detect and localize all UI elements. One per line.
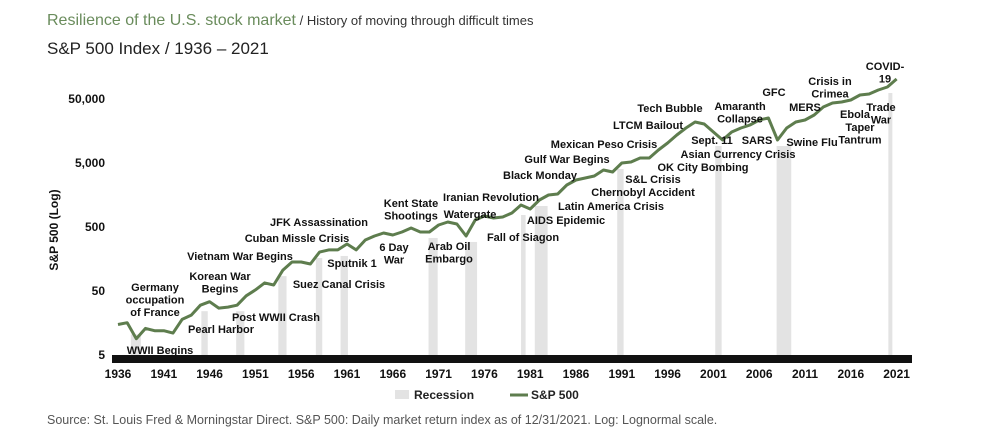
event-annotation: Pearl Harbor [188,324,255,336]
event-annotation: Mexican Peso Crisis [551,139,657,151]
recession-bar [278,276,287,355]
y-tick-label: 50 [92,284,106,298]
x-tick-label: 1976 [471,367,498,381]
event-annotation: Crimea [811,89,849,101]
x-tick-label: 1936 [105,367,132,381]
chart-title: Resilience of the U.S. stock market / Hi… [47,12,533,30]
event-annotation: JFK Assassination [270,217,368,229]
event-annotation: MERS [789,102,821,114]
event-annotation: Chernobyl Accident [591,187,695,199]
recession-bar [715,146,722,355]
x-tick-label: 2006 [746,367,773,381]
event-annotation: SARS [742,135,773,147]
event-annotation: Vietnam War Begins [187,251,293,263]
event-annotation: Collapse [717,114,763,126]
recession-bar [315,258,323,355]
y-tick-label: 5 [98,348,105,362]
event-annotation: 6 Day [379,242,409,254]
event-annotation: AIDS Epidemic [527,215,605,227]
event-annotation: Taper [845,122,875,134]
x-tick-label: 1996 [654,367,681,381]
recession-bar [130,334,141,355]
event-annotation: Trade [866,102,895,114]
event-annotation: Shootings [384,211,438,223]
recession-bar [776,146,792,355]
event-annotation: Cuban Missle Crisis [245,233,350,245]
event-annotation: Crisis in [808,76,852,88]
event-annotation: LTCM Bailout [613,120,683,132]
x-tick-label: 1951 [242,367,269,381]
y-tick-label: 50,000 [68,92,105,106]
x-tick-label: 1966 [379,367,406,381]
recession-bar [888,92,893,356]
x-tick-label: 1946 [196,367,223,381]
x-tick-label: 2021 [883,367,910,381]
event-annotation: Arab Oil [428,241,471,253]
x-tick-label: 1981 [517,367,544,381]
event-annotation: Asian Currency Crisis [681,149,796,161]
event-annotation: Iranian Revolution [443,192,539,204]
y-axis-label: S&P 500 (Log) [47,189,61,270]
x-tick-label: 1941 [150,367,177,381]
event-annotation: War [384,255,405,267]
x-tick-label: 2001 [700,367,727,381]
event-annotation: occupation [126,295,185,307]
event-annotation: War [871,115,892,127]
sp500-line [117,77,898,341]
source-note: Source: St. Louis Fred & Morningstar Dir… [47,413,718,427]
event-annotation: Fall of Siagon [487,232,559,244]
title-suffix: / History of moving through difficult ti… [295,13,534,28]
event-annotation: Ebola [840,109,871,121]
event-annotation: of France [130,307,180,319]
x-tick-label: 1956 [288,367,315,381]
legend-recession-label: Recession [414,388,474,402]
x-axis-baseline [112,355,912,363]
event-annotation: Amaranth [714,101,766,113]
event-annotation: Watergate [444,209,497,221]
event-annotation: COVID- [866,61,905,73]
x-tick-label: 1991 [608,367,635,381]
event-annotation: OK City Bombing [657,162,748,174]
event-annotation: Swine Flu [786,137,837,149]
event-annotation: Post WWII Crash [232,312,320,324]
recession-bar [428,237,438,355]
event-annotation: GFC [762,87,785,99]
event-annotation: Latin America Crisis [558,201,664,213]
event-annotation: Suez Canal Crisis [293,279,385,291]
x-tick-label: 1961 [334,367,361,381]
recession-bar [617,169,624,355]
event-annotation: WWII Begins [127,345,194,357]
event-annotation: 19 [879,74,891,86]
x-tick-label: 1971 [425,367,452,381]
x-tick-label: 2011 [792,367,818,381]
event-annotation: Kent State [384,198,438,210]
recession-bar [340,255,348,355]
legend-recession-swatch [395,390,409,399]
event-annotation: Germany [131,282,180,294]
title-main: Resilience of the U.S. stock market [47,12,296,29]
x-tick-label: 2016 [837,367,864,381]
recession-bar [201,311,208,355]
recession-bar [534,205,548,355]
event-annotation: Sept. 11 [691,135,733,147]
y-tick-label: 500 [85,220,105,234]
event-annotation: Sputnik 1 [327,258,377,270]
recession-bar [236,311,245,355]
recession-bar [521,215,526,355]
y-tick-label: 5,000 [75,156,105,170]
event-annotation: Begins [202,284,239,296]
event-annotation: Embargo [425,254,473,266]
event-annotation: Tantrum [838,135,881,147]
chart-subtitle: S&P 500 Index / 1936 – 2021 [47,39,269,58]
event-annotation: Black Monday [503,170,578,182]
legend-sp500-label: S&P 500 [531,388,579,402]
x-tick-label: 1986 [563,367,590,381]
event-annotation: Gulf War Begins [524,154,609,166]
event-annotation: Korean War [189,271,251,283]
event-annotation: S&L Crisis [625,174,680,186]
recession-bar [465,241,478,355]
event-annotation: Tech Bubble [637,103,702,115]
